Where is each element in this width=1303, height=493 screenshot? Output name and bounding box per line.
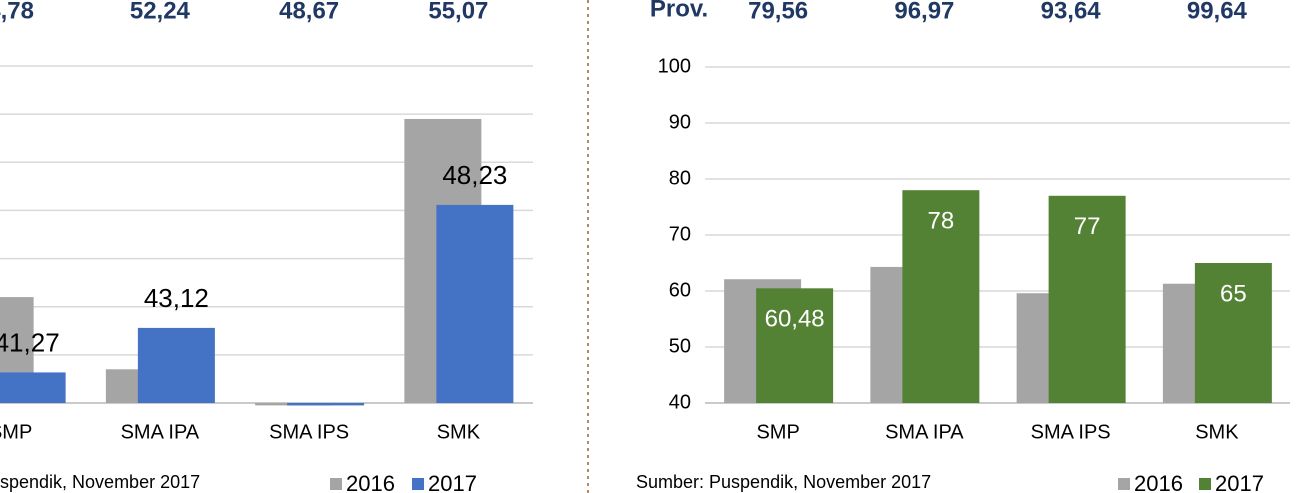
header-label: Prov. <box>650 0 708 22</box>
header-value: 99,64 <box>1187 0 1248 24</box>
x-tick-label: SMK <box>437 421 481 443</box>
bar <box>902 190 980 403</box>
data-label: 60,48 <box>765 306 825 333</box>
legend-label: 2016 <box>1134 471 1183 493</box>
data-label: 48,23 <box>442 160 507 190</box>
data-label: 43,12 <box>144 283 209 313</box>
data-label: 41,27 <box>0 327 60 357</box>
source-note: spendik, November 2017 <box>0 472 200 492</box>
bar <box>137 327 215 403</box>
y-tick-label: 100 <box>658 55 691 77</box>
legend-label: 2017 <box>1215 471 1264 493</box>
y-tick-label: 80 <box>669 167 691 189</box>
source-note: Sumber: Puspendik, November 2017 <box>636 472 931 492</box>
y-tick-label: 50 <box>669 335 691 357</box>
legend-swatch <box>1199 478 1211 490</box>
x-tick-label: SMA IPS <box>269 421 349 443</box>
header-value: 52,24 <box>130 0 191 24</box>
x-tick-label: SMA IPS <box>1031 421 1111 443</box>
header-value: 96,97 <box>894 0 954 24</box>
header-value: 4,78 <box>0 0 34 24</box>
bar <box>1194 263 1272 403</box>
y-tick-label: 70 <box>669 223 691 245</box>
data-label: 77 <box>1074 213 1101 240</box>
legend-swatch <box>1118 478 1130 490</box>
header-value: 79,56 <box>748 0 808 24</box>
header-value: 55,07 <box>428 0 488 24</box>
legend-swatch <box>412 478 424 490</box>
legend-label: 2017 <box>428 471 477 493</box>
bar <box>436 204 514 403</box>
bar <box>0 372 66 403</box>
legend-swatch <box>330 478 342 490</box>
y-tick-label: 40 <box>669 391 691 413</box>
y-tick-label: 90 <box>669 111 691 133</box>
header-value: 93,64 <box>1041 0 1102 24</box>
x-tick-label: SMK <box>1195 421 1239 443</box>
bar <box>1048 195 1126 403</box>
y-tick-label: 60 <box>669 279 691 301</box>
x-tick-label: SMA IPA <box>885 421 964 443</box>
header-value: 48,67 <box>279 0 339 24</box>
data-label: 65 <box>1220 280 1247 307</box>
x-tick-label: SMP <box>756 421 799 443</box>
legend-label: 2016 <box>346 471 395 493</box>
bar <box>756 288 834 403</box>
data-label: 78 <box>928 208 955 235</box>
bar <box>287 403 365 406</box>
x-tick-label: SMP <box>0 421 32 443</box>
x-tick-label: SMA IPA <box>121 421 200 443</box>
